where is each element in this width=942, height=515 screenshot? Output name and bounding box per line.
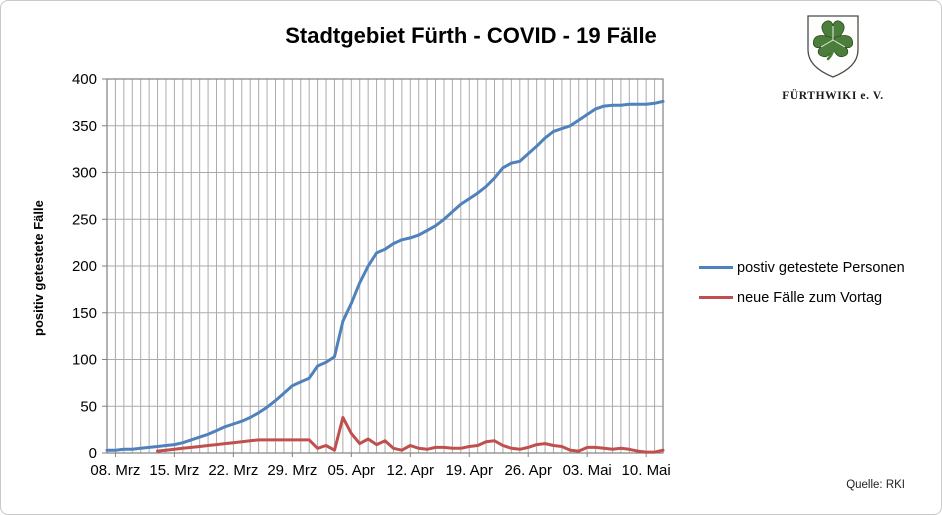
logo-org-name: FÜRTHWIKI e. V.: [782, 90, 884, 102]
y-tick-label: 100: [72, 352, 97, 369]
x-tick-label: 15. Mrz: [149, 462, 199, 479]
y-tick-label: 0: [89, 445, 97, 462]
x-tick-label: 22. Mrz: [208, 462, 258, 479]
legend-label: neue Fälle zum Vortag: [737, 289, 883, 306]
x-tick-label: 08. Mrz: [90, 462, 140, 479]
x-tick-label: 19. Apr: [445, 462, 493, 479]
x-tick-label: 29. Mrz: [267, 462, 317, 479]
chart-title: Stadtgebiet Fürth - COVID - 19 Fälle: [285, 23, 657, 48]
legend: postiv getestete Personen neue Fälle zum…: [699, 257, 905, 308]
series-line-new-cases: [156, 416, 665, 454]
y-tick-label: 200: [72, 258, 97, 275]
y-tick-label: 300: [72, 165, 97, 182]
series-line-positive-tested: [105, 99, 665, 452]
x-tick-label: 10. Mai: [622, 462, 671, 479]
fuerthwiki-logo: FÜRTHWIKI e. V.: [775, 13, 891, 102]
legend-item-new-cases: neue Fälle zum Vortag: [699, 287, 905, 308]
legend-item-positive-tested: postiv getestete Personen: [699, 257, 905, 278]
cloverleaf-crest-icon: [807, 15, 859, 78]
x-tick-label: 12. Apr: [386, 462, 434, 479]
y-tick-label: 250: [72, 211, 97, 228]
source-note: Quelle: RKI: [846, 479, 905, 491]
y-tick-label: 150: [72, 305, 97, 322]
x-tick-label: 05. Apr: [328, 462, 376, 479]
legend-line-red-icon: [699, 296, 733, 299]
x-tick-label: 26. Apr: [504, 462, 552, 479]
legend-label: postiv getestete Personen: [737, 259, 905, 276]
x-tick-label: 03. Mai: [563, 462, 612, 479]
y-tick-label: 50: [80, 398, 97, 415]
y-tick-label: 400: [72, 71, 97, 88]
y-tick-label: 350: [72, 118, 97, 135]
legend-line-blue-icon: [699, 266, 733, 269]
